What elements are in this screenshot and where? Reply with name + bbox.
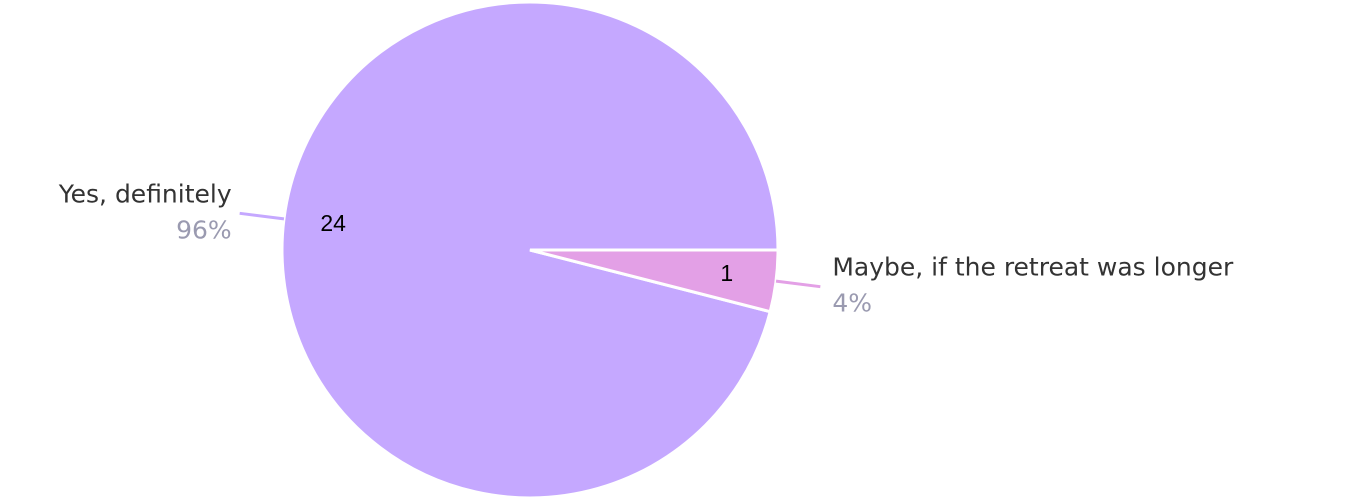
category-label: Maybe, if the retreat was longer [832,253,1234,282]
percent-label: 4% [832,289,872,318]
percent-label: 96% [176,215,232,244]
leader-line [775,279,821,289]
category-label: Yes, definitely [58,179,232,208]
slice-value-label: 1 [720,260,733,286]
leader-line [239,211,285,221]
pie-slice [529,248,780,314]
slice-value-label: 24 [320,210,346,236]
